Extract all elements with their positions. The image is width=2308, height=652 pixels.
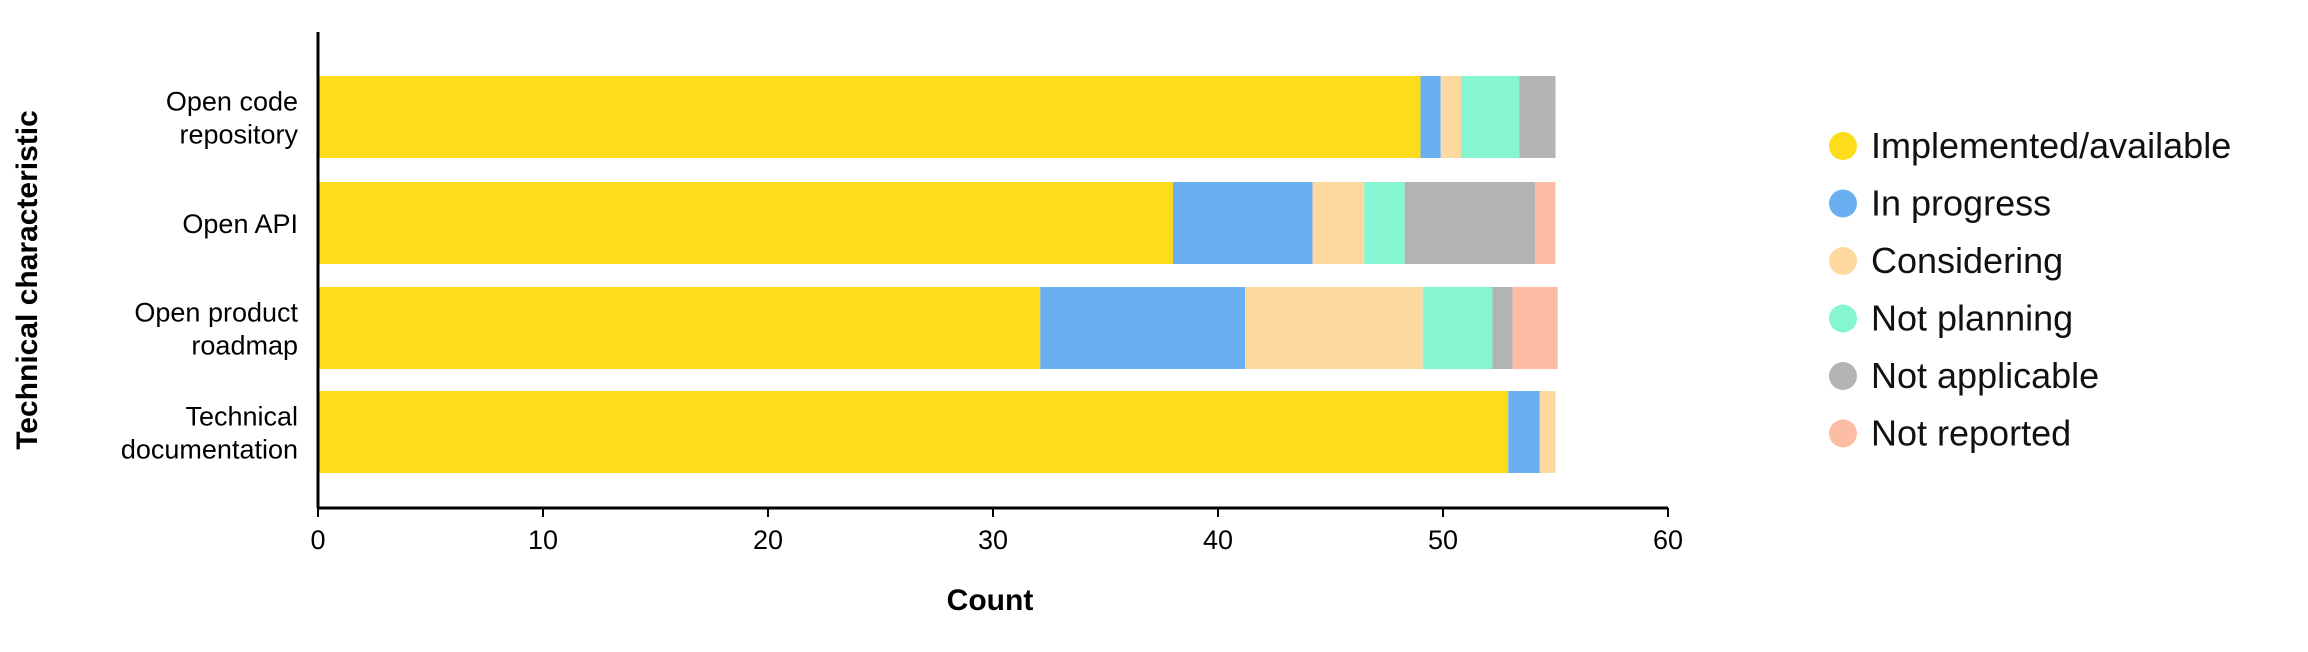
bar-segment: [318, 391, 1509, 473]
bar-segment: [1492, 287, 1513, 369]
legend-swatch: [1829, 189, 1857, 218]
bar-segment: [318, 76, 1421, 158]
bar-segment: [1312, 182, 1365, 264]
x-ticks-group: 0 10 20 30 40 50 60: [310, 508, 1683, 555]
legend-swatch: [1829, 362, 1857, 390]
y-category-label: Open product roadmap: [134, 298, 298, 361]
y-category-label: Open code repository: [166, 87, 299, 150]
x-tick-label: 20: [753, 525, 783, 555]
bar-segment: [1535, 182, 1556, 264]
legend-label: Implemented/available: [1871, 125, 2231, 166]
y-axis-title: Technical characteristic: [11, 110, 44, 450]
bar-segment: [1040, 287, 1245, 369]
bar-segment: [1420, 76, 1441, 158]
legend: Implemented/available In progress Consider…: [1829, 125, 2231, 454]
y-tick-labels-group: Open code repository Open API Open product r…: [121, 87, 299, 465]
y-category-label: Technical documentation: [121, 402, 298, 465]
legend-label: Not planning: [1871, 298, 2073, 339]
legend-label: Considering: [1871, 240, 2063, 281]
bar-segment: [1512, 287, 1558, 369]
bar-segment: [1364, 182, 1405, 264]
legend-label: Not reported: [1871, 413, 2071, 454]
bar-segment: [1519, 76, 1556, 158]
legend-item: In progress: [1829, 183, 2051, 224]
bar-segment: [1440, 76, 1461, 158]
bar-segment: [1404, 182, 1536, 264]
legend-swatch: [1829, 304, 1857, 333]
legend-item: Considering: [1829, 240, 2063, 281]
bar-segment: [1173, 182, 1313, 264]
legend-swatch: [1829, 247, 1857, 275]
y-category-label: Open API: [182, 209, 298, 239]
legend-item: Not planning: [1829, 298, 2073, 339]
legend-swatch: [1829, 419, 1857, 448]
x-tick-label: 40: [1203, 525, 1233, 555]
bar-segment: [318, 182, 1173, 264]
bar-segment: [1461, 76, 1520, 158]
x-tick-label: 0: [310, 525, 325, 555]
legend-label: In progress: [1871, 183, 2051, 224]
bar-segment: [1422, 287, 1493, 369]
x-tick-label: 60: [1653, 525, 1683, 555]
x-tick-label: 50: [1428, 525, 1458, 555]
legend-label: Not applicable: [1871, 355, 2099, 396]
legend-item: Not applicable: [1829, 355, 2099, 396]
bar-segment: [1508, 391, 1540, 473]
bar-segment: [1245, 287, 1423, 369]
bar-segment: [1539, 391, 1556, 473]
legend-item: Not reported: [1829, 413, 2071, 454]
bars-group: [318, 76, 1558, 473]
legend-swatch: [1829, 132, 1857, 160]
x-axis-title: Count: [947, 584, 1034, 617]
legend-item: Implemented/available: [1829, 125, 2231, 166]
x-tick-label: 10: [528, 525, 558, 555]
bar-segment: [318, 287, 1041, 369]
x-tick-label: 30: [978, 525, 1008, 555]
